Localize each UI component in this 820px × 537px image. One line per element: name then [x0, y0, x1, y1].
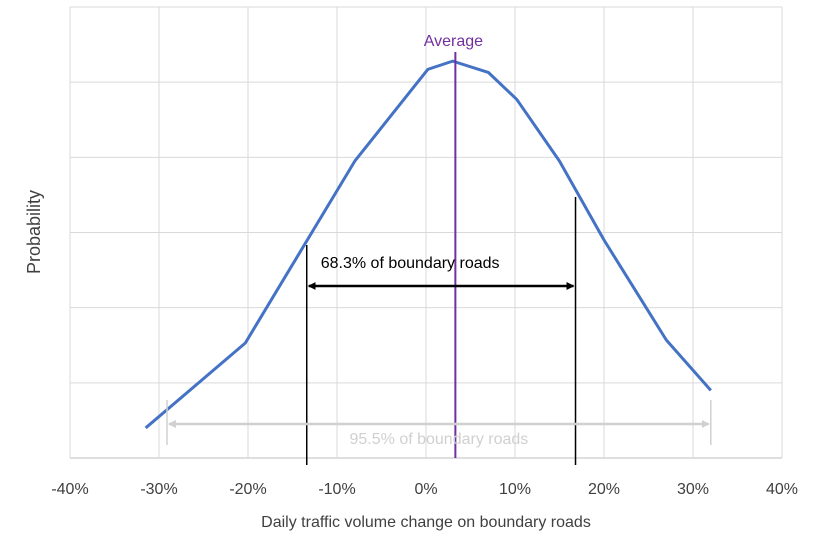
x-tick-label: 20% — [588, 481, 620, 498]
line-series — [144, 59, 712, 430]
annotation-label: 68.3% of boundary roads — [321, 255, 500, 272]
x-tick-label: 30% — [677, 481, 709, 498]
y-axis-label: Probability — [24, 190, 44, 274]
annotation-label: Average — [424, 33, 483, 50]
x-tick-label: -40% — [51, 481, 88, 498]
x-tick-label: 40% — [766, 481, 798, 498]
annotation-label: 95.5% of boundary roads — [350, 431, 529, 448]
x-tick-label: 0% — [414, 481, 437, 498]
x-tick-label: -30% — [140, 481, 177, 498]
x-tick-label: -10% — [318, 481, 355, 498]
x-axis-label: Daily traffic volume change on boundary … — [261, 514, 591, 531]
x-tick-label: 10% — [499, 481, 531, 498]
x-tick-label: -20% — [229, 481, 266, 498]
